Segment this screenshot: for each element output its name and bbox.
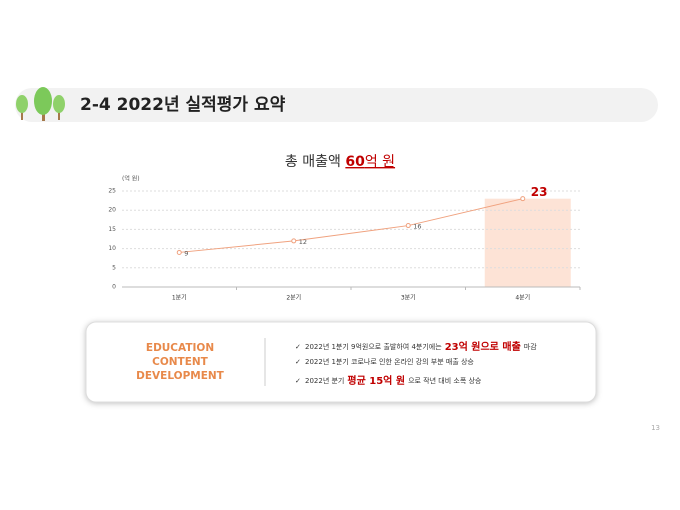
title-highlight: 60	[345, 154, 365, 170]
y-tick-label: 10	[108, 245, 116, 252]
page-number: 13	[651, 424, 660, 432]
tree-icon	[16, 87, 65, 121]
point	[405, 223, 411, 229]
data-label: 9	[184, 249, 188, 257]
point	[291, 238, 297, 244]
bullet-emphasis: 평균 15억 원	[347, 374, 405, 387]
point	[176, 249, 182, 255]
check-icon: ✓	[295, 358, 301, 366]
line	[179, 198, 523, 253]
summary-label: EDUCATION	[146, 342, 214, 354]
bullet-main: 2022년 1분기 9억원으로 출발하여 4분기에는	[305, 342, 442, 351]
x-tick-label: 2분기	[286, 294, 301, 302]
x-tick-label: 4분기	[515, 294, 530, 302]
chart-title: 총 매출액 60억 원	[285, 154, 395, 170]
summary-label: DEVELOPMENT	[136, 370, 225, 382]
y-tick-label: 5	[112, 264, 116, 271]
summary-box	[85, 321, 597, 403]
check-icon: ✓	[295, 377, 301, 385]
plot: 0 5 10 15 20 25 1분기 2분기 3분기 4분기 9 12 16 23	[108, 185, 581, 302]
y-tick-label: 25	[108, 188, 116, 195]
bullet-text: 2022년 분기 평균 15억 원 으로 작년 대비 소폭 상승	[305, 374, 482, 387]
highlight-bar	[484, 198, 571, 287]
y-tick-label: 20	[108, 207, 116, 214]
y-tick-label: 0	[112, 284, 116, 291]
point	[520, 196, 526, 202]
data-label: 16	[413, 223, 421, 231]
bullet-after: 마감	[524, 342, 537, 351]
x-tick-label: 1분기	[172, 294, 187, 302]
bullet-after: 으로 작년 대비 소폭 상승	[408, 376, 482, 385]
bullet-list: ✓ 2022년 1분기 9억원으로 출발하여 4분기에는 23억 원으로 매출 마감 ✓…	[295, 340, 537, 387]
x-tick-label: 3분기	[401, 294, 416, 302]
summary-label: CONTENT	[152, 356, 209, 368]
data-label: 23	[531, 185, 548, 199]
data-label: 12	[299, 238, 307, 246]
y-tick-label: 15	[108, 226, 116, 233]
bullet-main: 2022년 1분기 코로나로 인한 온라인 강의 부분 매출 상승	[305, 357, 474, 366]
bullet-emphasis: 23억 원으로 매출	[445, 340, 521, 353]
bullet-main: 2022년 분기	[305, 376, 344, 385]
title-unit: 억 원	[365, 154, 395, 170]
check-icon: ✓	[295, 343, 301, 351]
title-part: 총 매출액	[285, 154, 341, 170]
header-bar	[15, 88, 658, 122]
bullet-text: 2022년 1분기 코로나로 인한 온라인 강의 부분 매출 상승	[305, 357, 474, 366]
header-title: 2-4 2022년 실적평가 요약	[80, 94, 286, 115]
unit-label: (억 원)	[122, 175, 140, 183]
bullet-text: 2022년 1분기 9억원으로 출발하여 4분기에는 23억 원으로 매출 마감	[305, 340, 537, 353]
